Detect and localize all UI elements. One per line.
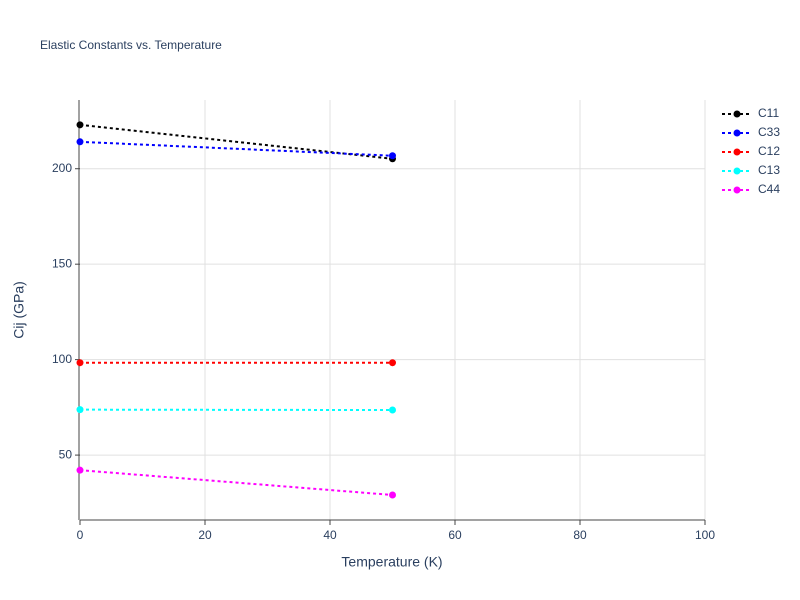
y-tick-label: 150	[52, 256, 72, 270]
x-tick-label: 20	[198, 528, 212, 542]
x-tick-label: 80	[573, 528, 587, 542]
data-point	[76, 359, 84, 367]
y-tick-label: 100	[52, 352, 72, 366]
legend-marker	[733, 148, 741, 156]
x-tick-label: 40	[323, 528, 337, 542]
data-point	[76, 121, 84, 129]
y-tick-label: 50	[59, 447, 73, 461]
legend-label: C44	[758, 182, 780, 196]
y-tick-label: 200	[52, 161, 72, 175]
legend-label: C11	[758, 106, 779, 120]
y-axis-label: Cij (GPa)	[11, 281, 27, 339]
series-line	[79, 469, 393, 496]
data-point	[389, 406, 396, 414]
series-line	[79, 140, 393, 157]
x-tick-label: 0	[77, 528, 84, 542]
legend-label: C12	[758, 144, 780, 158]
legend-marker	[733, 186, 741, 194]
data-point	[389, 491, 396, 499]
series-line	[79, 123, 393, 160]
x-tick-label: 100	[695, 528, 715, 542]
legend-label: C33	[758, 125, 780, 139]
x-axis-label: Temperature (K)	[341, 554, 442, 570]
legend-label: C13	[758, 163, 780, 177]
legend-marker	[733, 110, 741, 118]
data-point	[76, 138, 84, 146]
data-point	[76, 466, 84, 474]
legend-marker	[733, 167, 741, 175]
legend-marker	[733, 129, 741, 137]
data-point	[76, 406, 84, 414]
x-tick-label: 60	[448, 528, 462, 542]
data-point	[389, 359, 396, 367]
data-point	[389, 152, 396, 160]
chart-title: Elastic Constants vs. Temperature	[40, 38, 222, 52]
